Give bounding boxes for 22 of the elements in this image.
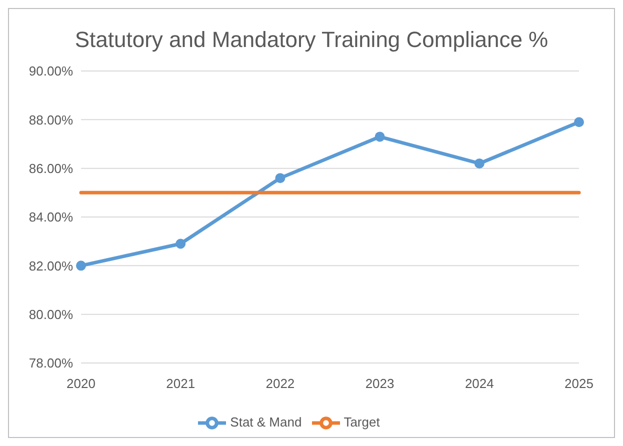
point bbox=[474, 158, 484, 168]
x-tick-label: 2023 bbox=[365, 376, 394, 392]
y-tick-label: 86.00% bbox=[28, 160, 74, 176]
x-tick-label: 2024 bbox=[464, 376, 494, 392]
y-tick-label: 88.00% bbox=[28, 112, 74, 128]
x-tick-label: 2021 bbox=[166, 376, 196, 392]
x-tick-label: 2025 bbox=[564, 376, 594, 392]
chart-title: Statutory and Mandatory Training Compliance % bbox=[74, 26, 550, 54]
y-tick-label: 82.00% bbox=[28, 258, 74, 274]
y-tick-label: 80.00% bbox=[28, 306, 74, 322]
y-tick-label: 84.00% bbox=[28, 210, 74, 225]
point bbox=[176, 238, 186, 249]
point bbox=[76, 260, 86, 271]
legend-label: Target bbox=[344, 414, 380, 430]
x-tick-label: 2020 bbox=[66, 376, 96, 392]
point bbox=[275, 173, 286, 184]
legend-label: Stat & Mand bbox=[230, 414, 302, 430]
point bbox=[574, 117, 584, 128]
point bbox=[374, 132, 385, 142]
y-tick-label: 90.00% bbox=[28, 64, 74, 79]
y-tick-label: 78.00% bbox=[28, 356, 74, 371]
x-tick-label: 2022 bbox=[266, 376, 295, 392]
